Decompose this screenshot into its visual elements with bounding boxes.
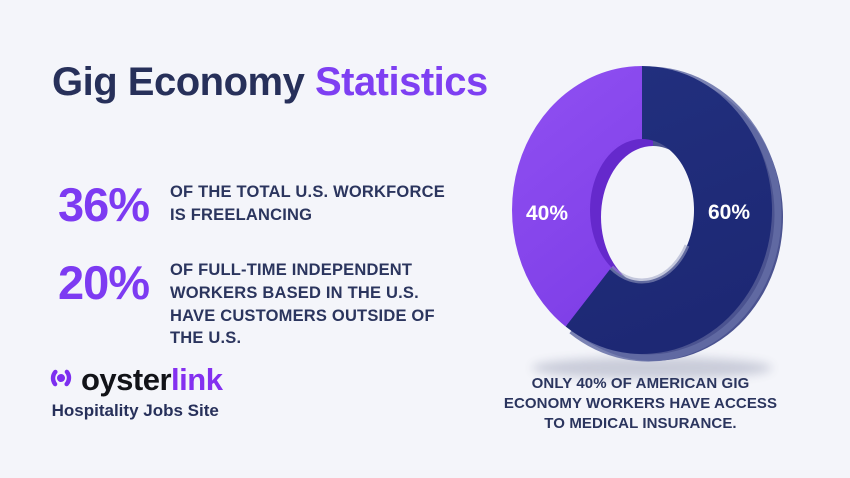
donut-segment-60 <box>565 66 773 354</box>
logo-wordmark-oyster: oyster <box>81 362 172 397</box>
page-title: Gig Economy Statistics <box>52 60 488 105</box>
stat-value-20: 20% <box>58 256 150 309</box>
logo-wordmark-line: oysterlink <box>48 362 223 397</box>
logo-wordmark: oysterlink <box>81 362 223 397</box>
stat-description-20: OF FULL-TIME INDEPENDENT WORKERS BASED I… <box>170 261 435 348</box>
donut-shadow <box>532 357 772 379</box>
donut-label-60: 60% <box>708 201 750 224</box>
page-title-highlight: Statistics <box>314 60 488 104</box>
stat-row-freelancing: 36% OF THE TOTAL U.S. WORKFORCE IS FREEL… <box>58 178 448 228</box>
stat-value-36: 36% <box>58 178 150 231</box>
page-title-main: Gig Economy <box>52 60 315 104</box>
donut-label-40: 40% <box>526 202 568 225</box>
logo-tagline: Hospitality Jobs Site <box>51 401 219 420</box>
donut-inner-bevel <box>609 244 690 284</box>
donut-chart: 40% 60% <box>477 14 807 414</box>
stat-description-36: OF THE TOTAL U.S. WORKFORCE IS FREELANCI… <box>170 183 445 224</box>
donut-chart-svg: 40% 60% <box>512 66 784 379</box>
chart-caption: ONLY 40% OF AMERICAN GIG ECONOMY WORKERS… <box>503 375 778 432</box>
donut-segment-40 <box>512 66 642 327</box>
brand-logo: oysterlink Hospitality Jobs Site <box>48 362 223 421</box>
donut-rim-bevel <box>569 66 782 362</box>
logo-wordmark-link: link <box>171 362 223 397</box>
stat-row-international-customers: 20% OF FULL-TIME INDEPENDENT WORKERS BAS… <box>58 256 448 350</box>
oyster-pearl-icon <box>50 369 72 386</box>
